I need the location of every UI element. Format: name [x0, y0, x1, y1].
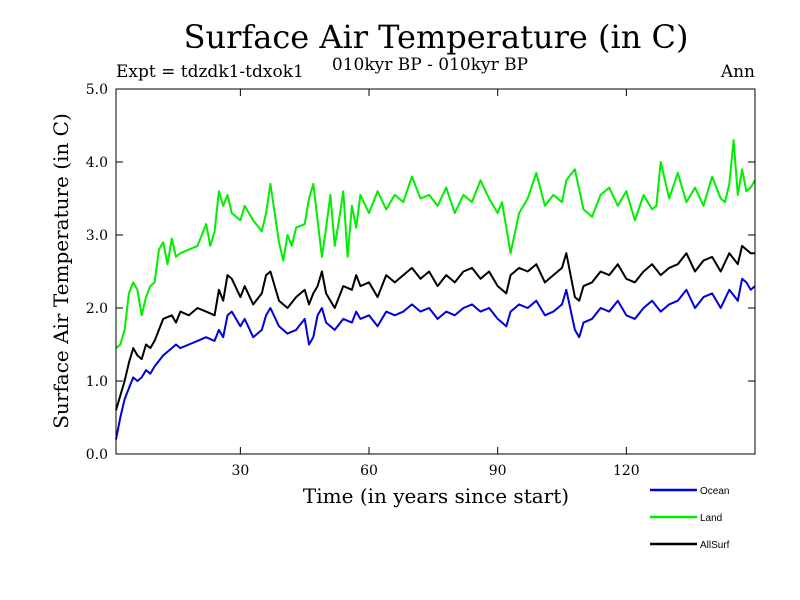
legend-label-land: Land: [700, 513, 722, 524]
series-line-land: [115, 139, 756, 349]
legend-label-ocean: Ocean: [700, 486, 729, 497]
chart-subtitle: 010kyr BP - 010kyr BP: [332, 55, 528, 75]
x-tick-label: 120: [613, 463, 640, 479]
y-tick-label: 2.0: [86, 301, 108, 317]
x-axis-label: Time (in years since start): [303, 484, 569, 508]
series-line-ocean: [115, 277, 756, 440]
x-tick-label: 30: [231, 463, 249, 479]
y-tick-label: 1.0: [86, 374, 108, 390]
x-tick-label: 60: [360, 463, 378, 479]
x-axis-ticks: 30 60 90 120: [231, 89, 640, 479]
chart-title: Surface Air Temperature (in C): [184, 18, 689, 56]
legend: Ocean Land AllSurf: [650, 486, 730, 551]
y-tick-label: 0.0: [86, 447, 108, 463]
experiment-label: Expt = tdzdk1-tdxok1: [116, 62, 304, 82]
legend-label-allsurf: AllSurf: [700, 540, 730, 551]
y-axis-ticks: 0.0 1.0 2.0 3.0 4.0 5.0: [86, 82, 755, 463]
plot-area: [115, 139, 756, 440]
y-tick-label: 5.0: [86, 82, 108, 98]
plot-frame: [115, 88, 756, 455]
y-axis-label: Surface Air Temperature (in C): [49, 113, 73, 429]
y-tick-label: 4.0: [86, 155, 108, 171]
y-tick-label: 3.0: [86, 228, 108, 244]
x-tick-label: 90: [489, 463, 507, 479]
season-label: Ann: [720, 62, 755, 82]
series-line-allsurf: [115, 244, 755, 411]
